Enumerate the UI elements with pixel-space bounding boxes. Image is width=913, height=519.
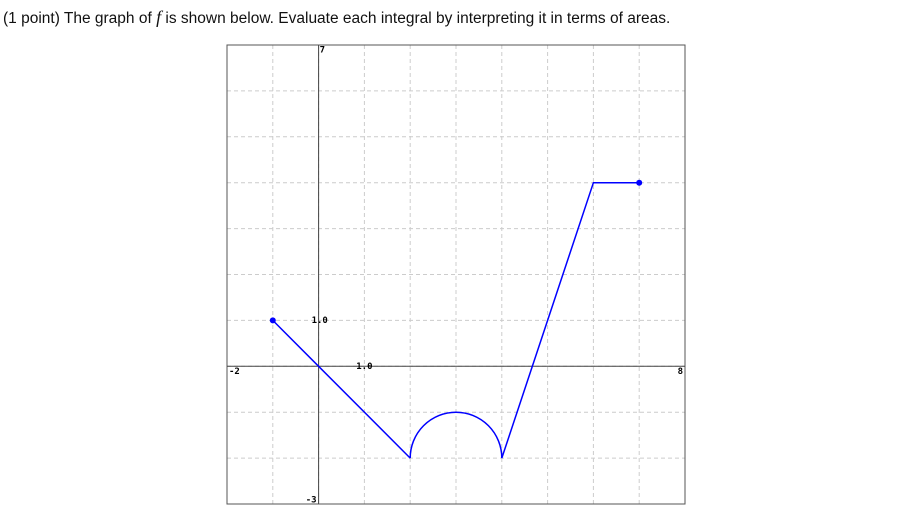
y-tick-label: 1.0 (312, 316, 328, 326)
y-max-label: 7 (320, 46, 325, 56)
prompt-lead: (1 point) The graph of (3, 10, 152, 27)
x-min-label: -2 (229, 367, 240, 377)
function-symbol: f (156, 7, 162, 27)
endpoint-dot (269, 317, 276, 324)
y-min-label: -3 (306, 496, 317, 506)
plot-frame (226, 44, 686, 505)
prompt-rest: is shown below. Evaluate each integral b… (165, 10, 671, 27)
x-tick-label: 1.0 (356, 362, 372, 372)
curve-segment (272, 319, 411, 459)
endpoint-dot (636, 179, 643, 186)
problem-text: (1 point) The graph of f is shown below.… (3, 7, 670, 28)
curve-segment (501, 181, 640, 459)
curve-arc (409, 411, 503, 459)
x-max-label: 8 (678, 367, 683, 377)
